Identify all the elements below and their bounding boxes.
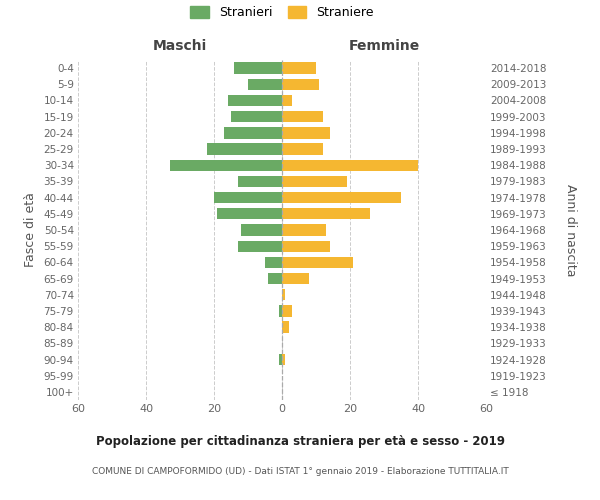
Bar — [278, 354, 282, 365]
Bar — [207, 144, 282, 154]
Bar — [248, 78, 282, 90]
Legend: Stranieri, Straniere: Stranieri, Straniere — [190, 6, 374, 19]
Bar — [282, 144, 323, 154]
Bar — [282, 127, 329, 138]
Y-axis label: Anni di nascita: Anni di nascita — [563, 184, 577, 276]
Bar — [231, 111, 282, 122]
Text: Maschi: Maschi — [153, 39, 207, 53]
Bar — [227, 95, 282, 106]
Bar — [282, 354, 286, 365]
Bar — [282, 62, 316, 74]
Y-axis label: Fasce di età: Fasce di età — [23, 192, 37, 268]
Text: Popolazione per cittadinanza straniera per età e sesso - 2019: Popolazione per cittadinanza straniera p… — [95, 435, 505, 448]
Bar — [282, 306, 292, 316]
Bar — [282, 208, 370, 220]
Bar — [241, 224, 282, 235]
Bar — [282, 95, 292, 106]
Bar — [268, 273, 282, 284]
Text: COMUNE DI CAMPOFORMIDO (UD) - Dati ISTAT 1° gennaio 2019 - Elaborazione TUTTITAL: COMUNE DI CAMPOFORMIDO (UD) - Dati ISTAT… — [92, 468, 508, 476]
Bar — [278, 306, 282, 316]
Bar — [238, 176, 282, 187]
Bar — [170, 160, 282, 171]
Bar — [224, 127, 282, 138]
Bar — [282, 273, 309, 284]
Bar — [282, 192, 401, 203]
Bar — [265, 256, 282, 268]
Bar — [282, 111, 323, 122]
Bar — [282, 176, 347, 187]
Bar — [282, 256, 353, 268]
Bar — [282, 78, 319, 90]
Bar — [282, 289, 286, 300]
Bar — [235, 62, 282, 74]
Text: Femmine: Femmine — [349, 39, 419, 53]
Bar — [217, 208, 282, 220]
Bar — [282, 322, 289, 333]
Bar — [214, 192, 282, 203]
Bar — [282, 160, 418, 171]
Bar — [238, 240, 282, 252]
Bar — [282, 224, 326, 235]
Bar — [282, 240, 329, 252]
